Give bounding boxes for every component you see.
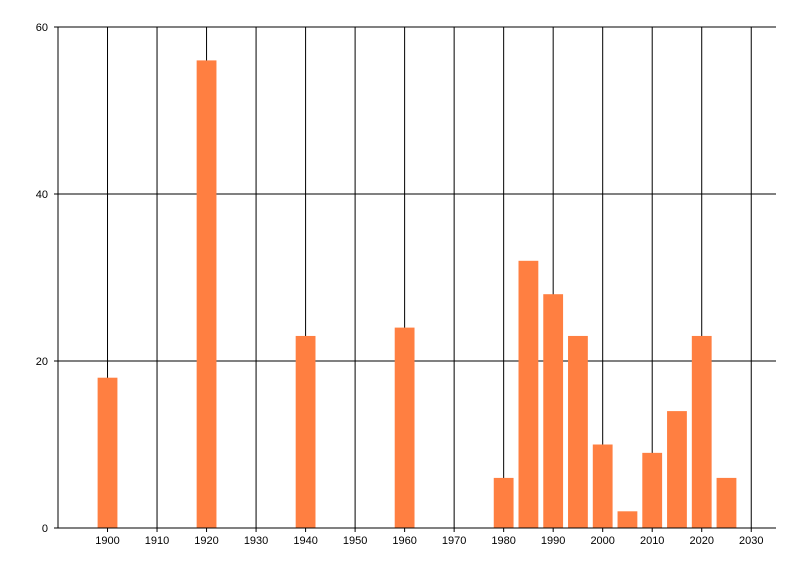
x-tick-label: 2000 xyxy=(590,535,614,547)
bar xyxy=(543,294,564,528)
bar xyxy=(716,477,737,528)
x-tick-label: 2030 xyxy=(739,535,763,547)
bar xyxy=(592,444,613,528)
bar xyxy=(691,335,712,528)
bar xyxy=(295,335,316,528)
bar xyxy=(642,452,663,528)
bar xyxy=(568,335,588,528)
y-tick-label: 60 xyxy=(36,22,48,34)
y-tick-label: 20 xyxy=(36,356,48,368)
bar xyxy=(196,60,217,529)
x-tick-label: 1940 xyxy=(293,535,317,547)
x-tick-label: 1950 xyxy=(343,535,367,547)
bar xyxy=(394,327,415,528)
bar xyxy=(493,477,514,528)
bar xyxy=(97,377,118,528)
x-tick-label: 1910 xyxy=(145,535,169,547)
y-tick-label: 40 xyxy=(36,189,48,201)
x-tick-label: 2010 xyxy=(640,535,664,547)
x-tick-label: 1930 xyxy=(244,535,268,547)
bar xyxy=(518,260,539,528)
x-tick-label: 1960 xyxy=(392,535,416,547)
x-tick-label: 1990 xyxy=(541,535,565,547)
x-tick-label: 1980 xyxy=(491,535,515,547)
y-tick-label: 0 xyxy=(42,523,48,535)
x-tick-label: 1920 xyxy=(194,535,218,547)
bar xyxy=(667,411,687,528)
x-tick-label: 2020 xyxy=(689,535,713,547)
bar xyxy=(617,511,638,528)
x-tick-label: 1900 xyxy=(95,535,119,547)
x-tick-label: 1970 xyxy=(442,535,466,547)
